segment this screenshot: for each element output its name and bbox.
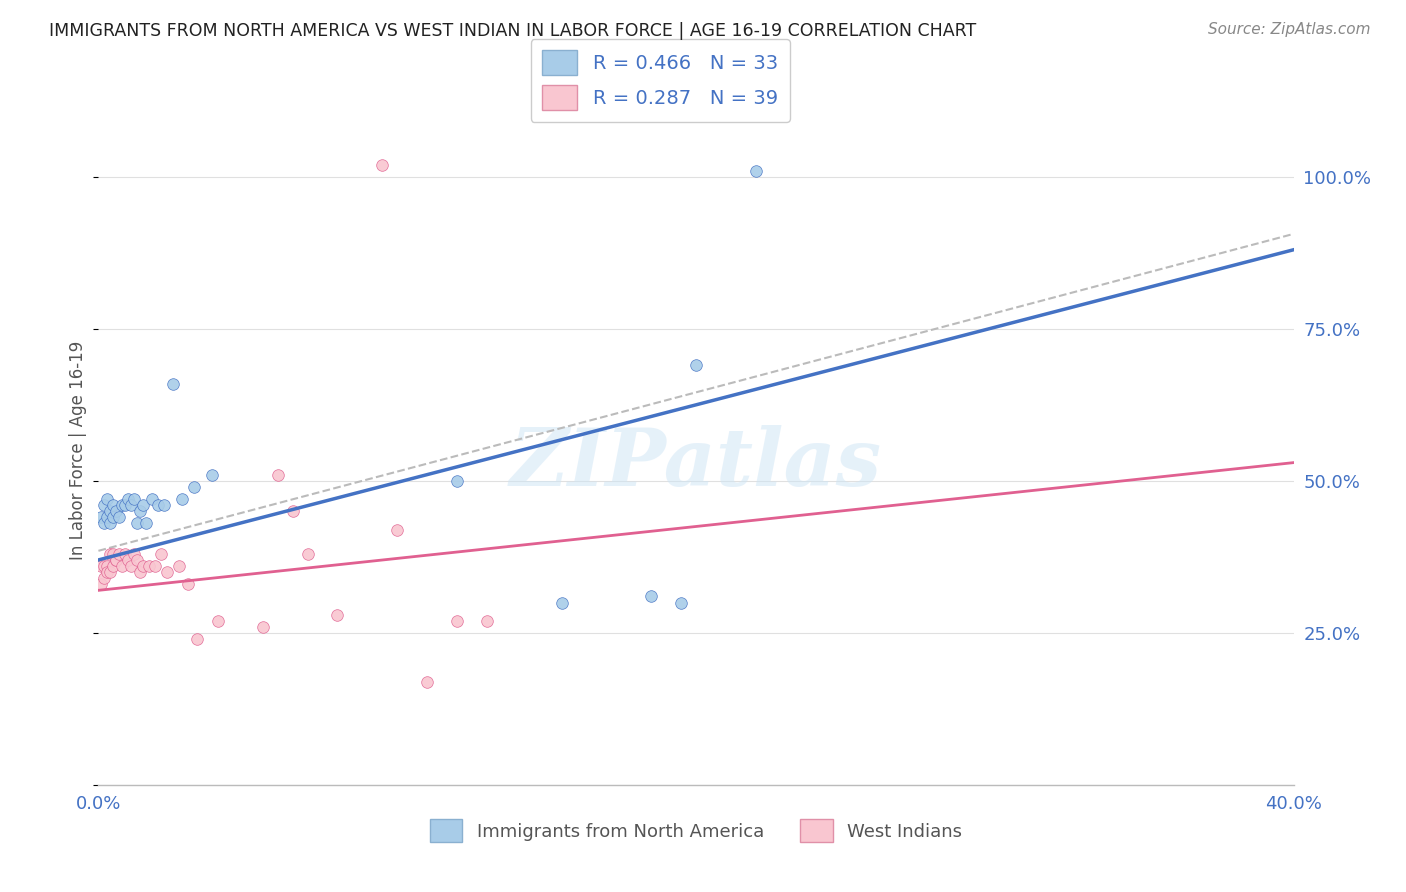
Point: [108, 547, 131, 561]
Point: [153, 498, 176, 512]
Point: [98, 565, 122, 579]
Point: [98, 504, 122, 518]
Point: [103, 547, 125, 561]
Point: [111, 559, 134, 574]
Point: [385, 523, 409, 537]
Point: [143, 559, 166, 574]
Point: [96, 492, 118, 507]
Point: [90, 577, 112, 591]
Point: [281, 504, 304, 518]
Point: [669, 595, 692, 609]
Point: [138, 559, 160, 574]
Legend: Immigrants from North America, West Indians: Immigrants from North America, West Indi…: [423, 812, 969, 849]
Point: [446, 474, 468, 488]
Point: [156, 565, 179, 579]
Point: [96, 565, 118, 579]
Point: [685, 359, 707, 373]
Point: [252, 620, 274, 634]
Point: [135, 516, 157, 531]
Point: [132, 498, 155, 512]
Point: [326, 607, 349, 622]
Point: [132, 559, 155, 574]
Point: [640, 590, 662, 604]
Point: [177, 577, 200, 591]
Point: [186, 632, 208, 646]
Point: [105, 553, 128, 567]
Point: [129, 565, 152, 579]
Point: [103, 559, 125, 574]
Point: [103, 510, 125, 524]
Point: [141, 492, 163, 507]
Point: [150, 547, 173, 561]
Point: [93, 559, 115, 574]
Point: [162, 376, 184, 391]
Point: [475, 614, 498, 628]
Point: [114, 547, 136, 561]
Point: [98, 547, 122, 561]
Point: [108, 510, 131, 524]
Point: [93, 516, 115, 531]
Point: [129, 504, 152, 518]
Point: [446, 614, 468, 628]
Point: [96, 559, 118, 574]
Point: [111, 498, 134, 512]
Point: [127, 553, 149, 567]
Point: [124, 547, 146, 561]
Point: [117, 492, 139, 507]
Point: [117, 553, 139, 567]
Point: [93, 498, 115, 512]
Point: [550, 595, 572, 609]
Y-axis label: In Labor Force | Age 16-19: In Labor Force | Age 16-19: [69, 341, 87, 560]
Point: [103, 498, 125, 512]
Point: [124, 492, 146, 507]
Point: [172, 492, 194, 507]
Point: [127, 516, 149, 531]
Point: [120, 559, 142, 574]
Point: [183, 480, 205, 494]
Point: [93, 571, 115, 585]
Text: Source: ZipAtlas.com: Source: ZipAtlas.com: [1208, 22, 1371, 37]
Point: [120, 498, 142, 512]
Point: [105, 553, 128, 567]
Point: [745, 163, 768, 178]
Point: [90, 510, 112, 524]
Point: [90, 559, 112, 574]
Point: [98, 516, 122, 531]
Point: [416, 674, 439, 689]
Point: [207, 614, 229, 628]
Point: [96, 510, 118, 524]
Point: [167, 559, 190, 574]
Point: [371, 158, 394, 172]
Point: [148, 498, 170, 512]
Point: [105, 504, 128, 518]
Point: [267, 467, 290, 482]
Point: [297, 547, 319, 561]
Text: IMMIGRANTS FROM NORTH AMERICA VS WEST INDIAN IN LABOR FORCE | AGE 16-19 CORRELAT: IMMIGRANTS FROM NORTH AMERICA VS WEST IN…: [49, 22, 976, 40]
Text: ZIPatlas: ZIPatlas: [510, 425, 882, 502]
Point: [114, 498, 136, 512]
Point: [201, 467, 224, 482]
